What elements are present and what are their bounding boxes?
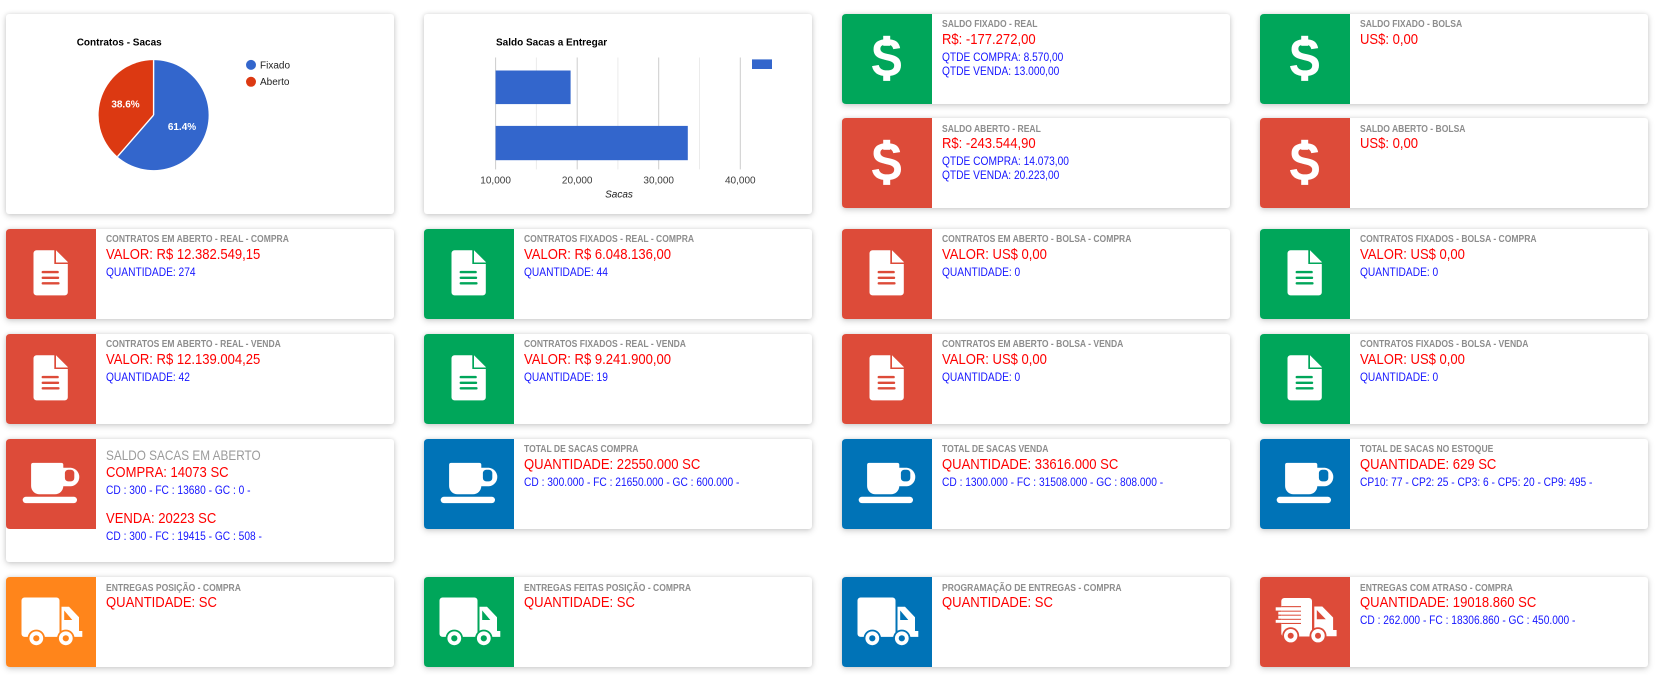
svg-text:Sacas: Sacas — [605, 189, 633, 200]
svg-text:38.6%: 38.6% — [111, 99, 139, 110]
svg-text:S: S — [871, 28, 903, 86]
svg-text:Saldo Sacas a Entregar: Saldo Sacas a Entregar — [496, 37, 607, 48]
svg-text:S: S — [1289, 28, 1321, 86]
svg-text:40,000: 40,000 — [725, 175, 756, 186]
svg-text:Fixado: Fixado — [260, 60, 290, 71]
svg-text:S: S — [871, 133, 903, 191]
svg-text:20,000: 20,000 — [562, 175, 593, 186]
svg-text:61.4%: 61.4% — [168, 121, 196, 132]
svg-text:Aberto: Aberto — [260, 76, 290, 87]
svg-text:S: S — [1289, 133, 1321, 191]
svg-text:Contratos - Sacas: Contratos - Sacas — [77, 37, 162, 48]
svg-text:10,000: 10,000 — [480, 175, 511, 186]
svg-text:30,000: 30,000 — [643, 175, 674, 186]
